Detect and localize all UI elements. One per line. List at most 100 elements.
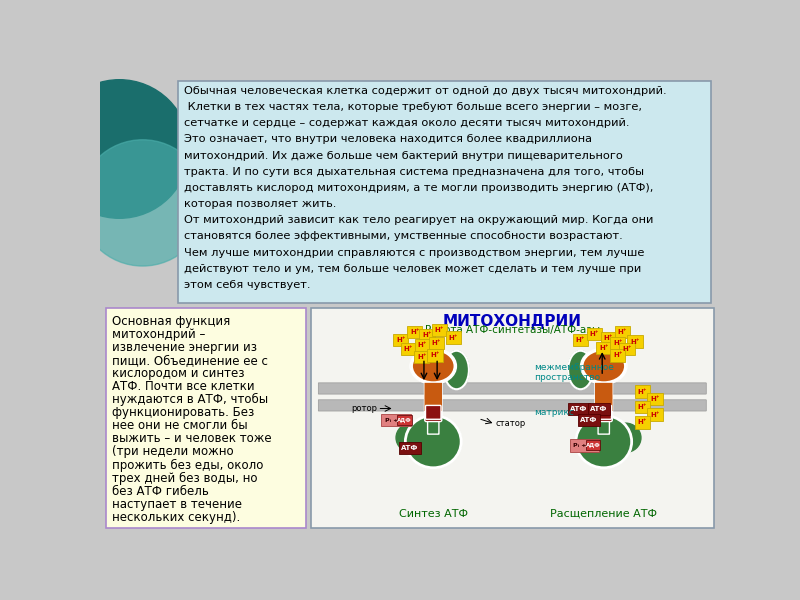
Text: Чем лучше митохондрии справляются с производством энергии, тем лучше: Чем лучше митохондрии справляются с прои… <box>184 248 644 257</box>
Text: прожить без еды, около: прожить без еды, около <box>112 458 264 472</box>
Text: H⁺: H⁺ <box>638 404 647 410</box>
Text: выжить – и человек тоже: выжить – и человек тоже <box>112 433 272 445</box>
Text: H⁺: H⁺ <box>430 352 439 358</box>
Text: H⁺: H⁺ <box>432 340 441 346</box>
Ellipse shape <box>444 351 469 389</box>
Text: ротор: ротор <box>351 404 378 413</box>
Text: (три недели можно: (три недели можно <box>112 445 234 458</box>
Text: нее они не смогли бы: нее они не смогли бы <box>112 419 248 432</box>
FancyBboxPatch shape <box>598 410 610 434</box>
FancyBboxPatch shape <box>382 414 410 426</box>
FancyBboxPatch shape <box>634 416 650 428</box>
Text: тракта. И по сути вся дыхательная система предназначена для того, чтобы: тракта. И по сути вся дыхательная систем… <box>184 167 644 177</box>
Text: этом себя чувствует.: этом себя чувствует. <box>184 280 310 290</box>
Circle shape <box>50 80 189 218</box>
Text: От митохондрий зависит как тело реагирует на окружающий мир. Когда они: От митохондрий зависит как тело реагируе… <box>184 215 653 225</box>
Text: становятся более эффективными, умственные способности возрастают.: становятся более эффективными, умственны… <box>184 232 622 241</box>
Text: H⁺: H⁺ <box>422 332 432 338</box>
Circle shape <box>79 140 206 266</box>
Text: наступает в течение: наступает в течение <box>112 498 242 511</box>
Text: АТФ: АТФ <box>580 417 598 423</box>
Text: АТФ: АТФ <box>590 406 608 412</box>
FancyBboxPatch shape <box>596 406 611 419</box>
FancyBboxPatch shape <box>318 400 706 411</box>
FancyBboxPatch shape <box>634 385 650 398</box>
FancyBboxPatch shape <box>573 334 588 346</box>
Ellipse shape <box>406 415 461 468</box>
Text: H⁺: H⁺ <box>449 335 458 341</box>
FancyBboxPatch shape <box>601 332 616 344</box>
Text: H⁺: H⁺ <box>434 327 444 333</box>
Text: Обычная человеческая клетка содержит от одной до двух тысяч митохондрий.: Обычная человеческая клетка содержит от … <box>184 86 666 96</box>
Text: межмембранное
пространство: межмембранное пространство <box>534 362 614 382</box>
FancyBboxPatch shape <box>610 337 626 349</box>
FancyBboxPatch shape <box>425 383 442 411</box>
Text: H⁺: H⁺ <box>638 389 647 395</box>
Text: действуют тело и ум, тем больше человек может сделать и тем лучше при: действуют тело и ум, тем больше человек … <box>184 264 641 274</box>
FancyBboxPatch shape <box>586 328 602 340</box>
FancyBboxPatch shape <box>610 349 626 362</box>
Text: АТФ: АТФ <box>402 445 418 451</box>
Text: H⁺: H⁺ <box>590 331 599 337</box>
Text: которая позволяет жить.: которая позволяет жить. <box>184 199 336 209</box>
Text: кислородом и синтез: кислородом и синтез <box>112 367 245 380</box>
Text: H⁺: H⁺ <box>599 344 609 350</box>
FancyBboxPatch shape <box>432 324 447 336</box>
Text: H⁺: H⁺ <box>604 335 613 341</box>
Ellipse shape <box>582 349 626 383</box>
FancyBboxPatch shape <box>619 343 634 355</box>
FancyBboxPatch shape <box>586 440 600 451</box>
Text: H⁺: H⁺ <box>418 343 427 349</box>
FancyBboxPatch shape <box>427 410 439 434</box>
FancyBboxPatch shape <box>419 329 435 341</box>
FancyBboxPatch shape <box>614 326 630 338</box>
Ellipse shape <box>396 423 427 452</box>
Text: Клетки в тех частях тела, которые требуют больше всего энергии – мозге,: Клетки в тех частях тела, которые требую… <box>184 102 642 112</box>
Text: функционировать. Без: функционировать. Без <box>112 406 254 419</box>
Text: АДФ: АДФ <box>398 418 412 422</box>
Text: нескольких секунд).: нескольких секунд). <box>112 511 241 524</box>
Text: сетчатке и сердце – содержат каждая около десяти тысяч митохондрий.: сетчатке и сердце – содержат каждая окол… <box>184 118 630 128</box>
FancyBboxPatch shape <box>568 403 590 415</box>
Text: матрикс: матрикс <box>534 408 574 417</box>
FancyBboxPatch shape <box>414 339 430 352</box>
FancyBboxPatch shape <box>627 335 642 347</box>
Text: митохондрий. Их даже больше чем бактерий внутри пищеварительного: митохондрий. Их даже больше чем бактерий… <box>184 151 622 161</box>
Text: Это означает, что внутри человека находится более квадриллиона: Это означает, что внутри человека находи… <box>184 134 592 145</box>
Text: АТФ. Почти все клетки: АТФ. Почти все клетки <box>112 380 255 393</box>
Text: Расщепление АТФ: Расщепление АТФ <box>550 509 658 518</box>
FancyBboxPatch shape <box>647 409 662 421</box>
Text: H⁺: H⁺ <box>396 337 406 343</box>
Text: пищи. Объединение ее с: пищи. Объединение ее с <box>112 354 268 367</box>
FancyBboxPatch shape <box>634 401 650 413</box>
FancyBboxPatch shape <box>393 334 409 346</box>
FancyBboxPatch shape <box>399 442 421 454</box>
Text: Рᵢ +: Рᵢ + <box>573 443 586 448</box>
Text: митохондрий –: митохондрий – <box>112 328 206 341</box>
Text: трех дней без воды, но: трех дней без воды, но <box>112 472 258 485</box>
FancyBboxPatch shape <box>595 379 613 415</box>
Text: Синтез АТФ: Синтез АТФ <box>398 509 468 518</box>
FancyBboxPatch shape <box>595 406 612 422</box>
Ellipse shape <box>411 350 455 383</box>
Ellipse shape <box>568 351 593 389</box>
Ellipse shape <box>610 423 641 452</box>
Text: H⁺: H⁺ <box>410 329 419 335</box>
Text: извлечение энергии из: извлечение энергии из <box>112 341 258 354</box>
Text: нуждаются в АТФ, чтобы: нуждаются в АТФ, чтобы <box>112 393 269 406</box>
FancyBboxPatch shape <box>106 308 306 528</box>
FancyBboxPatch shape <box>647 393 662 406</box>
FancyBboxPatch shape <box>414 351 430 363</box>
FancyBboxPatch shape <box>578 414 600 426</box>
FancyBboxPatch shape <box>310 308 714 528</box>
Text: без АТФ гибель: без АТФ гибель <box>112 485 210 498</box>
Text: H⁺: H⁺ <box>576 337 586 343</box>
Ellipse shape <box>582 350 626 383</box>
FancyBboxPatch shape <box>595 383 613 411</box>
Text: АДФ: АДФ <box>586 443 600 448</box>
Text: H⁺: H⁺ <box>630 338 639 344</box>
Text: H⁺: H⁺ <box>417 354 426 360</box>
FancyBboxPatch shape <box>446 331 461 344</box>
Text: H⁺: H⁺ <box>650 396 660 402</box>
Text: H⁺: H⁺ <box>613 352 622 358</box>
